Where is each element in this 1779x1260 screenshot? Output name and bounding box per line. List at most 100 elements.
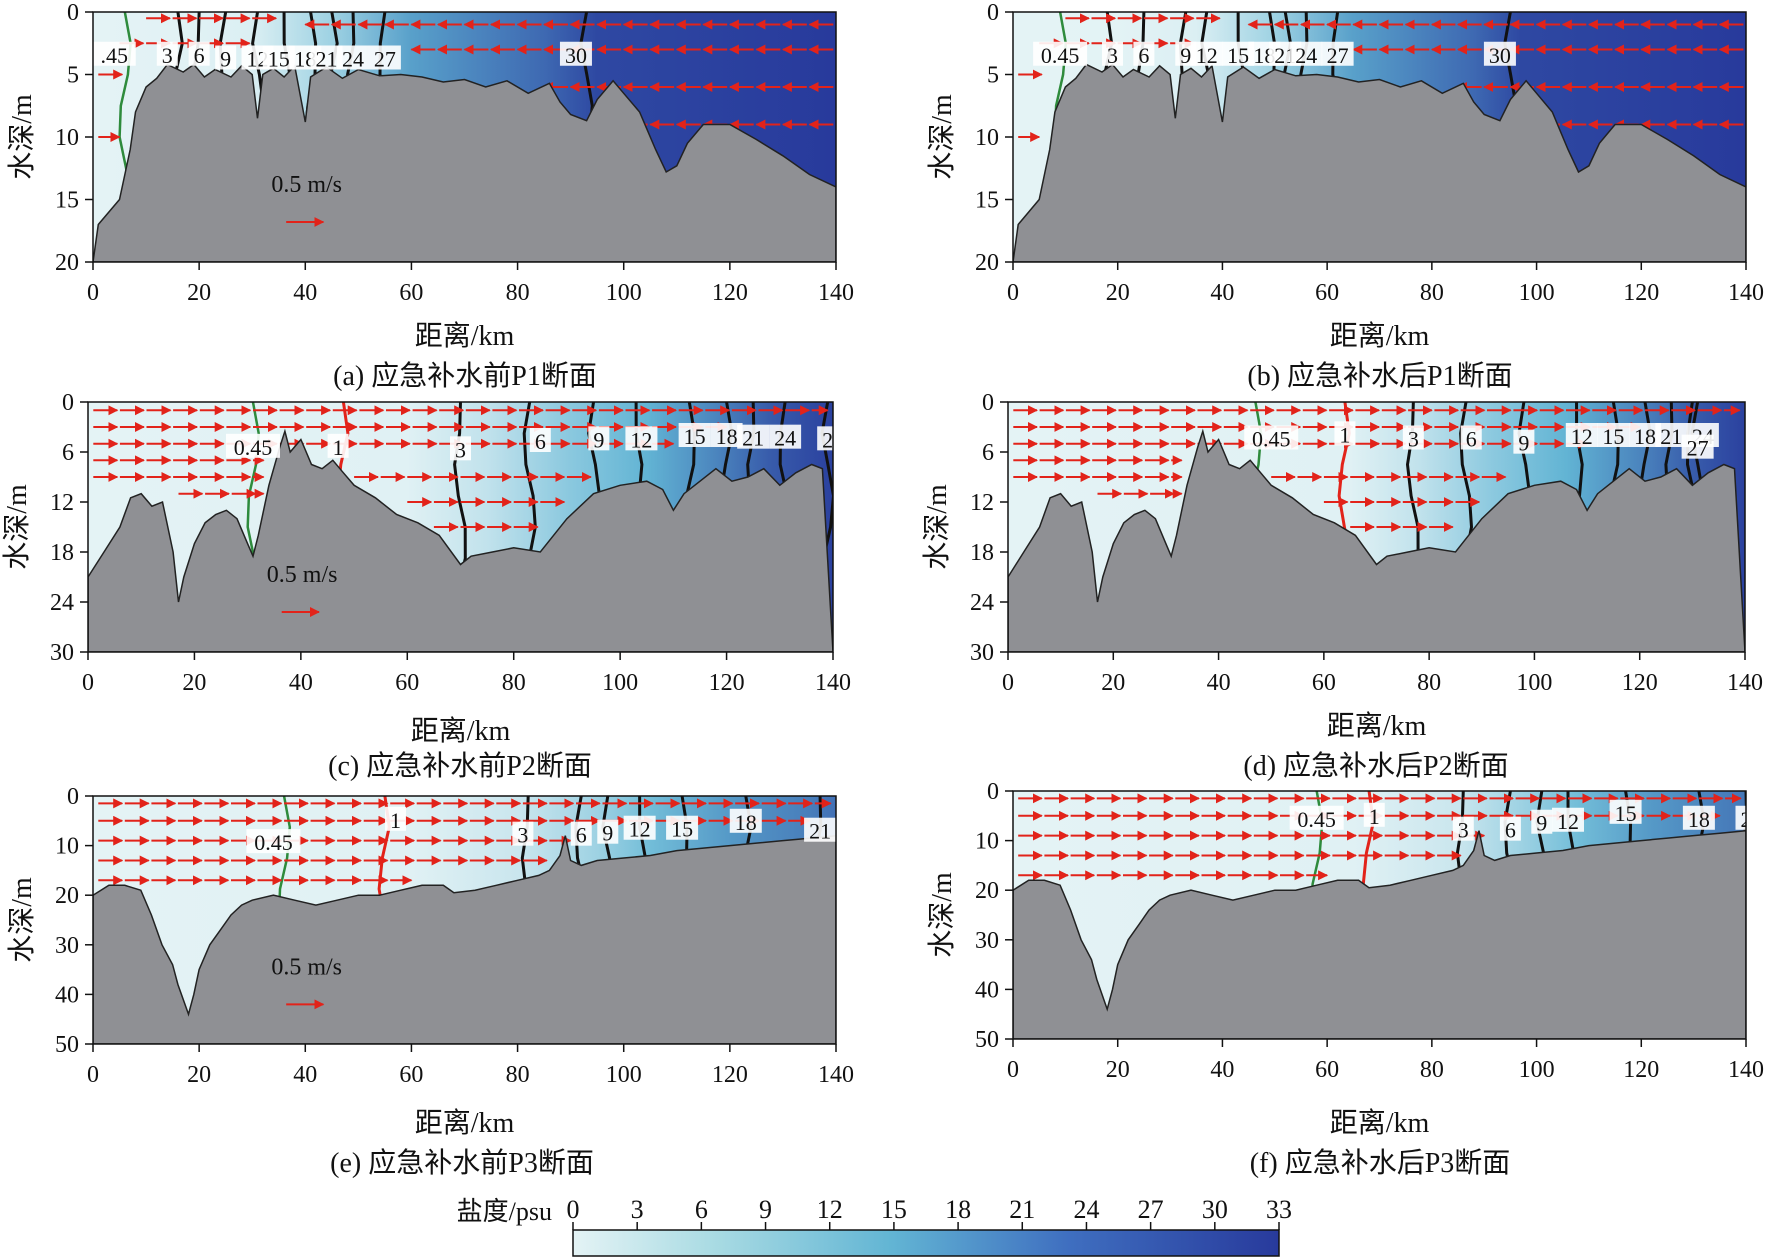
y-axis-title: 水深/m bbox=[921, 484, 953, 570]
legend-colorbar bbox=[572, 1229, 1280, 1257]
x-tick-label: 60 bbox=[1312, 670, 1336, 696]
contour-label-box bbox=[1531, 809, 1553, 834]
velocity-vectors bbox=[98, 798, 832, 886]
contour-label: 18 bbox=[1688, 807, 1710, 832]
y-axis-title: 水深/m bbox=[6, 877, 38, 963]
contour-label-box bbox=[327, 433, 349, 458]
contour-label-box bbox=[769, 424, 802, 449]
x-tick-label: 60 bbox=[1315, 1057, 1339, 1083]
contour-label-box bbox=[1321, 41, 1354, 66]
contour-label-box bbox=[623, 815, 656, 840]
contour-label-box bbox=[729, 808, 762, 833]
contour-label-box bbox=[1190, 41, 1223, 66]
legend-tick-label: 30 bbox=[1202, 1195, 1228, 1224]
y-tick-label: 18 bbox=[970, 540, 994, 566]
contour-label: 0.45 bbox=[1297, 807, 1336, 832]
contour-label-box bbox=[1452, 816, 1474, 841]
contour-label-box bbox=[625, 426, 658, 451]
x-tick-label: 100 bbox=[606, 1062, 642, 1088]
x-tick-label: 80 bbox=[502, 670, 526, 696]
contour-label-box bbox=[1101, 41, 1123, 66]
y-tick-label: 30 bbox=[970, 640, 994, 666]
contour-label: 21 bbox=[809, 819, 831, 844]
x-tick-label: 140 bbox=[1727, 670, 1763, 696]
y-tick-label: 50 bbox=[55, 1032, 79, 1058]
x-axis-title: 距离/km bbox=[1327, 710, 1427, 742]
contour-label-box bbox=[1513, 429, 1535, 454]
contour-label-box bbox=[1290, 41, 1323, 66]
river-bed bbox=[1013, 829, 1746, 1039]
contour-label-box bbox=[188, 41, 210, 66]
x-tick-label: 120 bbox=[1623, 1057, 1659, 1083]
y-tick-label: 20 bbox=[975, 250, 999, 276]
y-tick-label: 30 bbox=[50, 640, 74, 666]
contour-label: 15 bbox=[1615, 801, 1637, 826]
panel-d: 0.45136912151821242702040608010012014006… bbox=[921, 390, 1763, 782]
plot-frame bbox=[1012, 790, 1747, 1040]
x-tick-label: 40 bbox=[289, 670, 313, 696]
contour-label: 0.45 bbox=[254, 830, 293, 855]
contour-label: 3 bbox=[1408, 427, 1419, 452]
panel-f: 0.45 13 6 9 12 15 18 20 20 40 60 80 100 120 1400102030… bbox=[926, 779, 1764, 1179]
x-tick-label: 20 bbox=[1106, 1057, 1130, 1083]
contour-label: 15 bbox=[684, 424, 706, 449]
x-tick-label: 120 bbox=[1623, 280, 1659, 306]
river-bed bbox=[93, 63, 836, 262]
x-tick-label: 0 bbox=[87, 280, 99, 306]
contour-label-box bbox=[1244, 425, 1299, 450]
contour-label-box bbox=[588, 426, 610, 451]
y-tick-label: 30 bbox=[975, 928, 999, 954]
scale-arrow-label: 0.5 m/s bbox=[267, 562, 338, 588]
contour-label-box bbox=[737, 424, 770, 449]
contour-label-box bbox=[225, 433, 280, 458]
panel-caption: (a) 应急补水前P1断面 bbox=[333, 360, 597, 392]
x-tick-label: 20 bbox=[187, 280, 211, 306]
contour-label: 9 bbox=[1180, 43, 1191, 68]
legend-tick-label: 15 bbox=[881, 1195, 907, 1224]
x-tick-label: 20 bbox=[182, 670, 206, 696]
y-tick-label: 6 bbox=[982, 440, 994, 466]
legend-tick-label: 6 bbox=[695, 1195, 708, 1224]
scale-arrow-label: 0.5 m/s bbox=[271, 172, 342, 198]
panel-a: .45 3 6 9 12 15 18 21 24 27 300.5 m/s0 20 40 60 80 100 1… bbox=[6, 0, 854, 392]
contour-label: 21 bbox=[1660, 424, 1682, 449]
contour-label: 24 bbox=[774, 426, 796, 451]
y-axis-title: 水深/m bbox=[926, 872, 958, 958]
y-tick-label: 40 bbox=[975, 977, 999, 1003]
x-tick-label: 60 bbox=[399, 1062, 423, 1088]
contour-label: .45 bbox=[100, 43, 128, 68]
x-tick-label: 40 bbox=[1207, 670, 1231, 696]
y-tick-label: 0 bbox=[67, 0, 79, 26]
y-tick-label: 0 bbox=[982, 390, 994, 416]
panel-caption: (e) 应急补水前P3断面 bbox=[330, 1147, 594, 1179]
contour-label-box bbox=[1682, 805, 1715, 830]
contour-label-box bbox=[512, 821, 534, 846]
y-tick-label: 10 bbox=[55, 125, 79, 151]
panel-caption: (f) 应急补水后P3断面 bbox=[1250, 1147, 1511, 1179]
scale-arrow-label: 0.5 m/s bbox=[271, 955, 342, 981]
contour-label: 21 bbox=[316, 47, 338, 72]
panel-c: 0.45 1 3 6 9 12 15 18 21 24 20.5 m/s0 20 40 60 80 100 12… bbox=[1, 390, 851, 782]
x-tick-label: 140 bbox=[815, 670, 851, 696]
y-tick-label: 5 bbox=[987, 63, 999, 89]
contour-label: 27 bbox=[374, 47, 396, 72]
x-tick-label: 140 bbox=[818, 280, 854, 306]
contour-label: 18 bbox=[716, 424, 738, 449]
river-bed bbox=[88, 428, 833, 652]
x-tick-label: 0 bbox=[1007, 280, 1019, 306]
legend-tick-label: 21 bbox=[1009, 1195, 1035, 1224]
contour-label: 30 bbox=[565, 43, 587, 68]
x-axis-title: 距离/km bbox=[415, 320, 515, 352]
contour-label-box bbox=[1033, 41, 1088, 66]
contour-label-box bbox=[559, 41, 592, 66]
contour-label-box bbox=[1334, 421, 1356, 446]
x-tick-label: 20 bbox=[187, 1062, 211, 1088]
contour-label: 1 bbox=[390, 808, 401, 833]
y-tick-label: 10 bbox=[975, 125, 999, 151]
contour-label: 9 bbox=[593, 427, 604, 452]
x-tick-label: 40 bbox=[293, 1062, 317, 1088]
contour-label: 9 bbox=[1536, 811, 1547, 836]
legend-tick-label: 12 bbox=[817, 1195, 843, 1224]
contour-label: 1 bbox=[1339, 422, 1350, 447]
x-tick-label: 140 bbox=[1728, 1057, 1764, 1083]
